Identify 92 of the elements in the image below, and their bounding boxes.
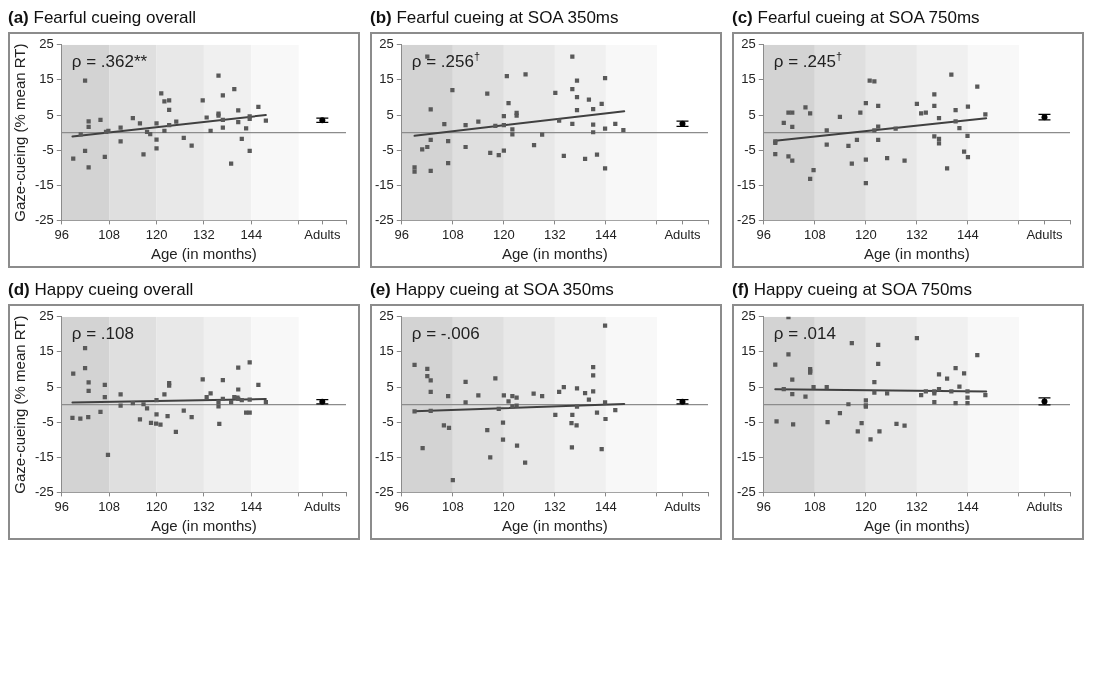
y-tick-label: -15	[374, 448, 394, 464]
annotation: ρ = -.006	[411, 323, 480, 343]
y-tick-label: -25	[736, 483, 756, 499]
y-tick-label: -25	[736, 211, 756, 227]
x-tick-label: 132	[906, 226, 928, 242]
y-axis-title: Gaze-cueing (% mean RT)	[11, 315, 29, 494]
x-axis-title: Age (in months)	[863, 517, 970, 535]
x-tick-label: 144	[240, 226, 263, 242]
y-tick-label: 25	[741, 36, 756, 52]
annotation: ρ = .014	[773, 323, 836, 343]
x-tick-label: 120	[145, 226, 168, 242]
y-tick-label: 5	[386, 378, 394, 394]
x-tick-label: 120	[493, 226, 515, 242]
y-tick-label: 15	[741, 343, 756, 359]
y-tick-label: -5	[744, 141, 756, 157]
x-tick-label: Adults	[664, 226, 702, 242]
x-tick-label: Adults	[1026, 226, 1064, 242]
x-tick-label: 144	[957, 226, 979, 242]
x-axis-title: Age (in months)	[501, 245, 608, 263]
x-tick-label: 108	[803, 226, 826, 242]
x-tick-label: 144	[957, 498, 979, 514]
x-tick-label: 120	[493, 498, 515, 514]
chart-title: (e) Happy cueing at SOA 350ms	[370, 280, 614, 299]
y-tick-label: 5	[748, 106, 756, 122]
y-tick-label: -15	[34, 176, 54, 192]
x-tick-label: 132	[544, 498, 566, 514]
x-tick-label: 120	[145, 498, 168, 514]
x-tick-label: 132	[544, 226, 566, 242]
x-tick-label: 132	[193, 498, 215, 514]
x-tick-label: Adults	[664, 498, 702, 514]
chart-title: (f) Happy cueing at SOA 750ms	[732, 280, 973, 299]
x-tick-label: 96	[394, 226, 410, 242]
y-tick-label: 15	[741, 71, 756, 87]
y-tick-label: -5	[42, 413, 54, 429]
y-axis-title: Gaze-cueing (% mean RT)	[11, 43, 29, 222]
x-tick-label: 144	[595, 226, 617, 242]
chart-title: (d) Happy cueing overall	[8, 280, 194, 299]
chart-title: (a) Fearful cueing overall	[8, 8, 197, 27]
x-tick-label: 108	[441, 498, 464, 514]
x-tick-label: 144	[595, 498, 617, 514]
x-tick-label: 132	[906, 498, 928, 514]
y-tick-label: -15	[736, 176, 756, 192]
y-tick-label: 25	[379, 308, 394, 324]
y-tick-label: -5	[382, 413, 394, 429]
y-tick-label: 25	[379, 36, 394, 52]
y-tick-label: -5	[42, 141, 54, 157]
y-tick-label: -25	[34, 211, 54, 227]
x-tick-label: 96	[394, 498, 410, 514]
y-tick-label: 5	[748, 378, 756, 394]
y-tick-label: 15	[39, 71, 54, 87]
x-tick-label: 120	[855, 226, 877, 242]
y-tick-label: 25	[741, 308, 756, 324]
x-axis-title: Age (in months)	[150, 517, 257, 535]
y-tick-label: -25	[34, 483, 54, 499]
y-tick-label: -25	[374, 211, 394, 227]
y-tick-label: -15	[34, 448, 54, 464]
annotation: ρ = .362**	[71, 51, 148, 71]
y-tick-label: 25	[39, 308, 54, 324]
x-tick-label: 96	[756, 226, 772, 242]
x-tick-label: 108	[98, 226, 121, 242]
x-axis-title: Age (in months)	[501, 517, 608, 535]
x-tick-label: 108	[803, 498, 826, 514]
x-tick-label: Adults	[1026, 498, 1064, 514]
y-tick-label: 5	[46, 106, 54, 122]
x-tick-label: 144	[240, 498, 263, 514]
y-tick-label: -25	[374, 483, 394, 499]
x-tick-label: 108	[441, 226, 464, 242]
x-tick-label: 96	[54, 226, 70, 242]
x-axis-title: Age (in months)	[863, 245, 970, 263]
annotation: ρ = .256†	[411, 49, 481, 71]
x-tick-label: 120	[855, 498, 877, 514]
y-tick-label: 5	[386, 106, 394, 122]
x-tick-label: 96	[756, 498, 772, 514]
y-tick-label: 15	[39, 343, 54, 359]
x-tick-label: Adults	[304, 498, 341, 514]
y-tick-label: 5	[46, 378, 54, 394]
chart-title: (b) Fearful cueing at SOA 350ms	[370, 8, 619, 27]
chart-title: (c) Fearful cueing at SOA 750ms	[732, 8, 980, 27]
y-tick-label: -5	[382, 141, 394, 157]
x-tick-label: 108	[98, 498, 121, 514]
annotation: ρ = .245†	[773, 49, 843, 71]
annotation: ρ = .108	[71, 323, 134, 343]
x-tick-label: Adults	[304, 226, 341, 242]
y-tick-label: 15	[379, 343, 394, 359]
y-tick-label: -15	[736, 448, 756, 464]
x-tick-label: 132	[193, 226, 215, 242]
y-tick-label: -15	[374, 176, 394, 192]
x-tick-label: 96	[54, 498, 70, 514]
y-tick-label: -5	[744, 413, 756, 429]
x-axis-title: Age (in months)	[150, 245, 257, 263]
y-tick-label: 25	[39, 36, 54, 52]
y-tick-label: 15	[379, 71, 394, 87]
